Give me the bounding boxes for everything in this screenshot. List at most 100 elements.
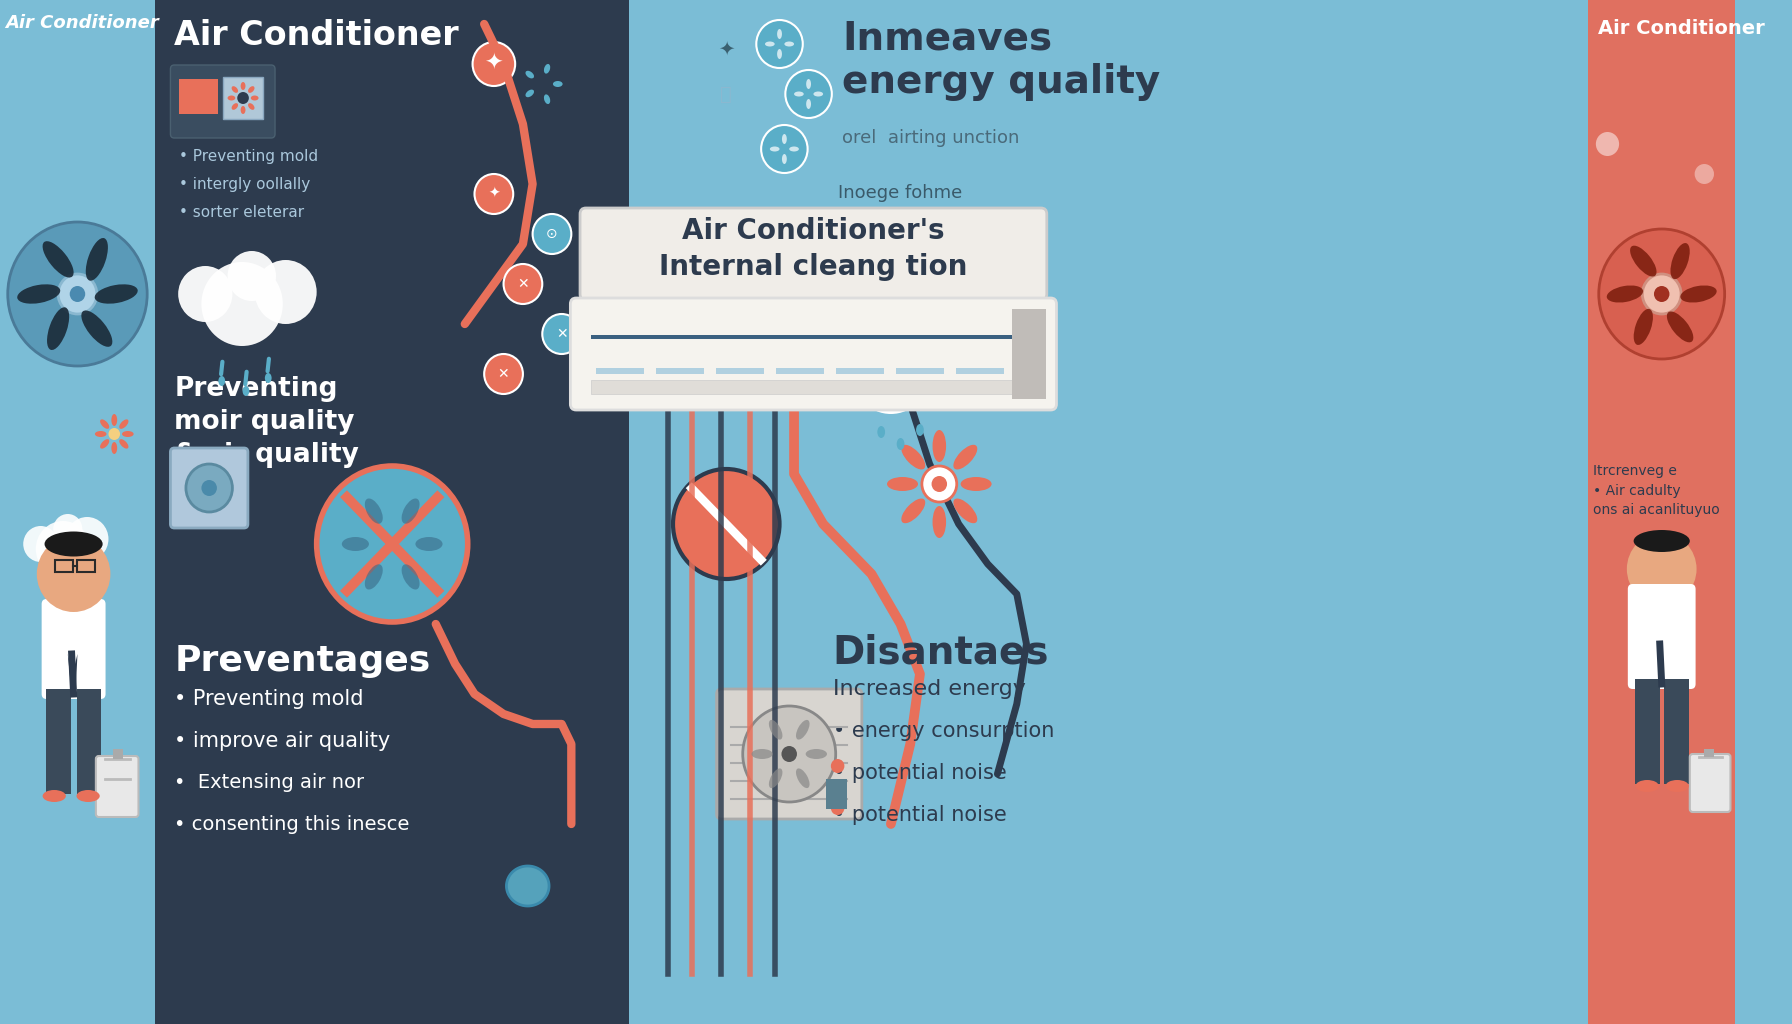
FancyBboxPatch shape [570,298,1057,410]
Text: • Preventing mold: • Preventing mold [179,150,319,164]
Ellipse shape [219,376,226,386]
Ellipse shape [95,285,138,304]
Text: • consenting this inesce: • consenting this inesce [174,815,410,834]
Circle shape [543,314,581,354]
Circle shape [57,274,97,314]
Ellipse shape [781,154,787,164]
Ellipse shape [885,290,898,309]
FancyBboxPatch shape [170,65,274,138]
Ellipse shape [100,439,109,449]
Bar [591,380,1036,394]
Circle shape [7,222,147,366]
Ellipse shape [806,99,812,109]
Circle shape [70,286,86,302]
Circle shape [762,125,808,173]
Ellipse shape [1665,780,1688,792]
Ellipse shape [1681,286,1717,302]
Circle shape [177,266,233,322]
Circle shape [1641,274,1681,314]
Ellipse shape [961,477,991,490]
Ellipse shape [525,71,534,79]
Ellipse shape [887,477,918,490]
Bar [47,689,70,794]
Circle shape [186,464,233,512]
FancyBboxPatch shape [170,449,247,528]
Circle shape [473,42,514,86]
Ellipse shape [1634,309,1652,345]
Ellipse shape [765,42,774,46]
Ellipse shape [806,749,826,759]
Ellipse shape [242,386,249,396]
Text: ✕: ✕ [518,278,529,291]
Ellipse shape [240,106,246,114]
Circle shape [830,340,880,392]
Ellipse shape [47,307,70,350]
Circle shape [857,274,953,374]
Ellipse shape [814,91,823,96]
Ellipse shape [240,82,246,90]
Ellipse shape [771,146,780,152]
Bar [179,79,219,114]
Circle shape [781,746,797,762]
Bar [154,0,629,1024]
Text: • intergly oollally: • intergly oollally [179,177,310,193]
Circle shape [1627,534,1697,605]
Text: ✕: ✕ [498,367,509,381]
Text: Air Conditioner's
Internal cleang tion: Air Conditioner's Internal cleang tion [659,217,968,282]
Circle shape [1597,132,1620,156]
Ellipse shape [785,42,794,46]
Bar [656,368,704,374]
Bar [955,368,1004,374]
Circle shape [921,466,957,502]
Ellipse shape [885,338,898,358]
Circle shape [201,262,283,346]
Ellipse shape [81,310,113,347]
Ellipse shape [867,319,889,329]
Text: •  Extensing air nor: • Extensing air nor [174,773,364,792]
Ellipse shape [794,91,805,96]
Text: • energy consurption: • energy consurption [833,721,1054,741]
Ellipse shape [401,499,419,523]
Bar [826,779,848,809]
Ellipse shape [916,424,925,436]
Ellipse shape [545,94,550,104]
Circle shape [831,759,844,773]
Text: Preventing
moir quality
& air quality: Preventing moir quality & air quality [174,376,358,468]
Bar [113,749,124,759]
Text: • potential noise: • potential noise [833,805,1007,825]
Ellipse shape [18,285,61,304]
Text: • sorter eleterar: • sorter eleterar [179,205,305,220]
Ellipse shape [912,290,926,309]
Bar [1012,309,1047,399]
Ellipse shape [111,442,116,454]
Text: Increased energy: Increased energy [833,679,1025,699]
Circle shape [1598,229,1724,359]
Polygon shape [507,866,548,906]
Circle shape [742,706,835,802]
Ellipse shape [781,134,787,144]
Circle shape [756,20,803,68]
Bar [222,77,263,119]
Text: • improve air quality: • improve air quality [174,731,391,751]
Ellipse shape [120,420,129,429]
Ellipse shape [231,103,238,110]
Ellipse shape [769,720,783,739]
Bar [591,335,1036,339]
Ellipse shape [788,146,799,152]
Text: Preventages: Preventages [174,644,430,678]
Ellipse shape [43,242,73,278]
Text: Inmeaves
energy quality: Inmeaves energy quality [842,19,1161,101]
Bar [896,368,944,374]
Circle shape [254,260,317,324]
FancyBboxPatch shape [1690,754,1731,812]
Circle shape [1695,164,1713,184]
Circle shape [23,526,57,562]
Text: ✦: ✦ [484,54,504,74]
Bar [1588,0,1735,1024]
Circle shape [237,92,249,104]
Ellipse shape [901,499,925,523]
Text: Air Conditioner: Air Conditioner [1598,19,1765,38]
Ellipse shape [366,499,383,523]
Ellipse shape [45,531,102,556]
Ellipse shape [751,749,772,759]
